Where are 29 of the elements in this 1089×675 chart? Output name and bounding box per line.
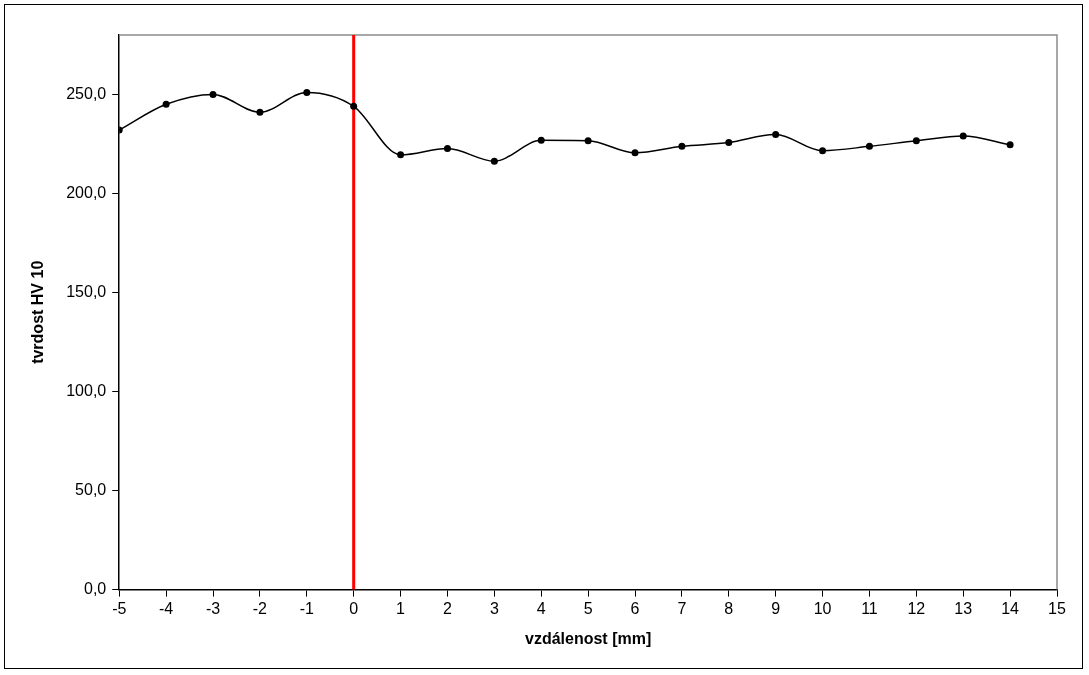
y-tick-label: 100,0 (66, 381, 107, 399)
x-tick-label: 1 (396, 599, 406, 617)
x-tick-label: 5 (583, 599, 593, 617)
x-tick-label: -5 (112, 599, 127, 617)
x-tick-label: 11 (861, 599, 878, 617)
x-axis-title: vzdálenost [mm] (524, 629, 652, 647)
x-tick-label: -4 (159, 599, 174, 617)
x-tick-label: 6 (630, 599, 640, 617)
x-tick-label: 12 (907, 599, 926, 617)
y-tick-label: 250,0 (66, 84, 107, 102)
x-tick-label: -2 (252, 599, 268, 617)
x-tick-label: 14 (1001, 599, 1020, 617)
y-tick-label: 50,0 (75, 480, 107, 498)
x-tick-label: -1 (299, 599, 314, 617)
y-axis-title: tvrdost HV 10 (29, 260, 47, 364)
x-tick-label: 4 (536, 599, 546, 617)
x-tick-label: 9 (771, 599, 781, 617)
x-tick-label: 2 (443, 599, 452, 617)
x-tick-label: -3 (205, 599, 221, 617)
x-tick-label: 0 (349, 599, 359, 617)
x-tick-label: 7 (677, 599, 687, 617)
x-tick-label: 8 (724, 599, 734, 617)
y-tick-label: 200,0 (66, 183, 107, 201)
y-tick-label: 150,0 (66, 282, 107, 300)
y-tick-label: 0,0 (83, 580, 107, 598)
x-tick-label: 13 (954, 599, 973, 617)
x-tick-label: 15 (1048, 599, 1066, 617)
x-tick-label: 10 (813, 599, 832, 617)
x-tick-label: 3 (489, 599, 499, 617)
